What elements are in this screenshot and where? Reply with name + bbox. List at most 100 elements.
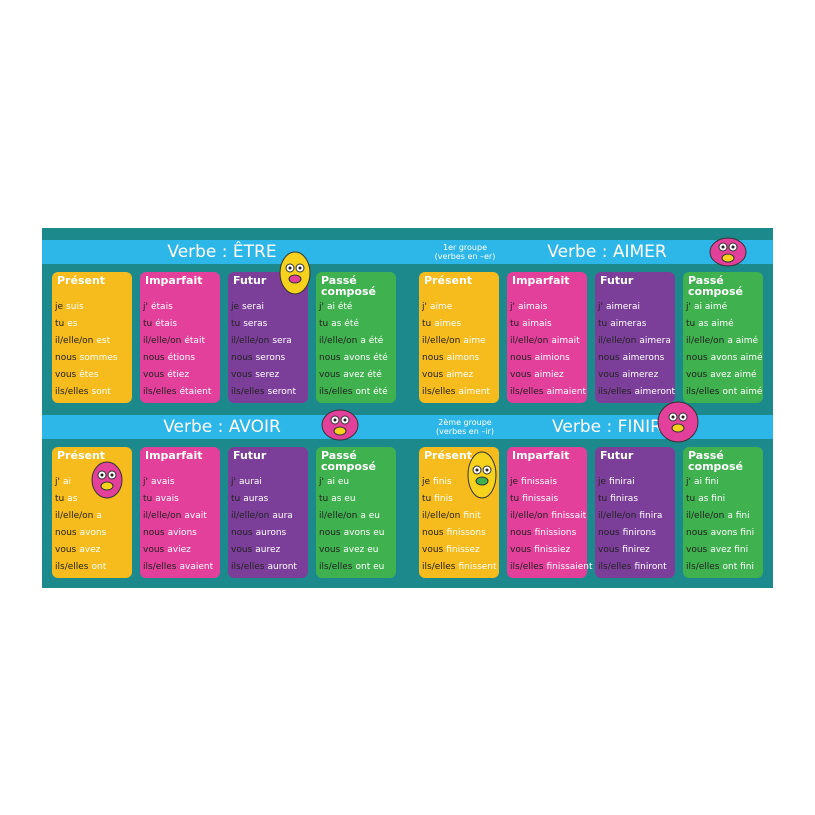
conjugation-row: tu étais	[143, 319, 177, 330]
conjugation-row: il/elle/on a fini	[686, 511, 750, 522]
conjugation-row: ils/elles aimeront	[598, 387, 675, 398]
verb-form: finissais	[522, 494, 559, 504]
verb-form: finissons	[446, 528, 486, 538]
pronoun: tu	[143, 319, 153, 329]
verb-form: finissent	[458, 562, 497, 572]
monster	[321, 409, 359, 441]
conjugation-row: ils/elles seront	[231, 387, 296, 398]
verb-form: ai fini	[693, 477, 719, 487]
tense-card: Futur je serai tu seras il/elle/on sera nous ser…	[228, 272, 308, 403]
conjugation-row: tu as fini	[686, 494, 725, 505]
tense-name: Passé composé	[688, 274, 743, 298]
verb-form: avait	[184, 511, 207, 521]
tense-card: Passé composé j' ai été tu as été il/elle/on a…	[316, 272, 396, 403]
verb-form: avons eu	[343, 528, 385, 538]
verb-group: 2ème groupe (verbes en –ir)	[436, 418, 494, 436]
pronoun: vous	[422, 370, 444, 380]
monster	[657, 401, 699, 443]
pronoun: il/elle/on	[598, 336, 637, 346]
conjugation-row: j' ai fini	[686, 477, 719, 488]
tense-name: Passé composé	[321, 449, 376, 473]
conjugation-row: j' aime	[422, 302, 452, 313]
pronoun: j'	[319, 477, 324, 487]
verb-form: aimais	[522, 319, 552, 329]
verb-form: suis	[66, 302, 84, 312]
verb-form: avais	[155, 494, 179, 504]
pronoun: vous	[319, 545, 341, 555]
pronoun: vous	[422, 545, 444, 555]
verb-form: êtes	[79, 370, 99, 380]
verb-form: serez	[255, 370, 280, 380]
verb-form: finissions	[534, 528, 577, 538]
conjugation-row: il/elle/on finira	[598, 511, 662, 522]
verb-form: avons aimé	[710, 353, 763, 363]
verb-form: avez aimé	[710, 370, 757, 380]
pronoun: tu	[319, 319, 329, 329]
conjugation-row: je finissais	[510, 477, 557, 488]
verb-form: avez eu	[343, 545, 379, 555]
verb-form: avez fini	[710, 545, 749, 555]
conjugation-row: ils/elles sont	[55, 387, 111, 398]
verb-form: avons été	[343, 353, 388, 363]
verb-form: avaient	[179, 562, 214, 572]
verb-form: as aimé	[698, 319, 734, 329]
conjugation-row: j' avais	[143, 477, 175, 488]
pronoun: il/elle/on	[143, 511, 182, 521]
verb-form: finiras	[610, 494, 639, 504]
pronoun: nous	[422, 528, 444, 538]
verb-form: as été	[331, 319, 359, 329]
tense-name: Futur	[233, 274, 267, 287]
group-line: (verbes en –ir)	[436, 427, 494, 436]
tense-card: Passé composé j' ai fini tu as fini il/elle/o…	[683, 447, 763, 578]
verb-form: a aimé	[727, 336, 759, 346]
pronoun: j'	[422, 302, 427, 312]
pronoun: nous	[422, 353, 444, 363]
conjugation-row: tu auras	[231, 494, 268, 505]
pronoun: j'	[598, 302, 603, 312]
conjugation-row: ils/elles étaient	[143, 387, 211, 398]
tense-name: Imparfait	[145, 274, 203, 287]
conjugation-row: nous aimions	[510, 353, 570, 364]
pronoun: nous	[143, 353, 165, 363]
conjugation-row: tu finissais	[510, 494, 558, 505]
tense-name: Présent	[57, 449, 106, 462]
pronoun: tu	[686, 494, 696, 504]
conjugation-row: ils/elles avaient	[143, 562, 213, 573]
verb-form: finirons	[622, 528, 656, 538]
verb-form: finissiez	[534, 545, 571, 555]
verb-form: finira	[639, 511, 663, 521]
pronoun: ils/elles	[319, 562, 353, 572]
conjugation-row: vous avez été	[319, 370, 382, 381]
verb-form: aimeras	[610, 319, 647, 329]
pronoun: il/elle/on	[686, 336, 725, 346]
conjugation-row: il/elle/on a été	[319, 336, 383, 347]
verb-form: aimait	[551, 336, 580, 346]
pronoun: vous	[143, 545, 165, 555]
pronoun: nous	[143, 528, 165, 538]
verb-form: aiment	[458, 387, 491, 397]
verb-title: Verbe : FINIR	[552, 417, 662, 437]
pronoun: vous	[598, 545, 620, 555]
pronoun: nous	[319, 353, 341, 363]
verb-form: seras	[243, 319, 268, 329]
verb-form: avions	[167, 528, 197, 538]
header-band	[42, 415, 773, 439]
conjugation-row: ils/elles aimaient	[510, 387, 586, 398]
conjugation-row: nous aimerons	[598, 353, 664, 364]
verb-form: sera	[272, 336, 292, 346]
conjugation-row: j' ai	[55, 477, 71, 488]
verb-form: ont	[91, 562, 107, 572]
pronoun: il/elle/on	[510, 336, 549, 346]
verb-form: aimons	[446, 353, 480, 363]
verb-form: aimions	[534, 353, 570, 363]
pronoun: il/elle/on	[231, 336, 270, 346]
pronoun: vous	[686, 370, 708, 380]
verb-title: Verbe : ÊTRE	[167, 242, 277, 262]
conjugation-row: vous avez aimé	[686, 370, 757, 381]
pronoun: tu	[55, 494, 65, 504]
pronoun: il/elle/on	[686, 511, 725, 521]
conjugation-row: ils/elles auront	[231, 562, 297, 573]
verb-form: finiront	[634, 562, 667, 572]
tense-name: Futur	[233, 449, 267, 462]
verb-form: aimera	[639, 336, 671, 346]
